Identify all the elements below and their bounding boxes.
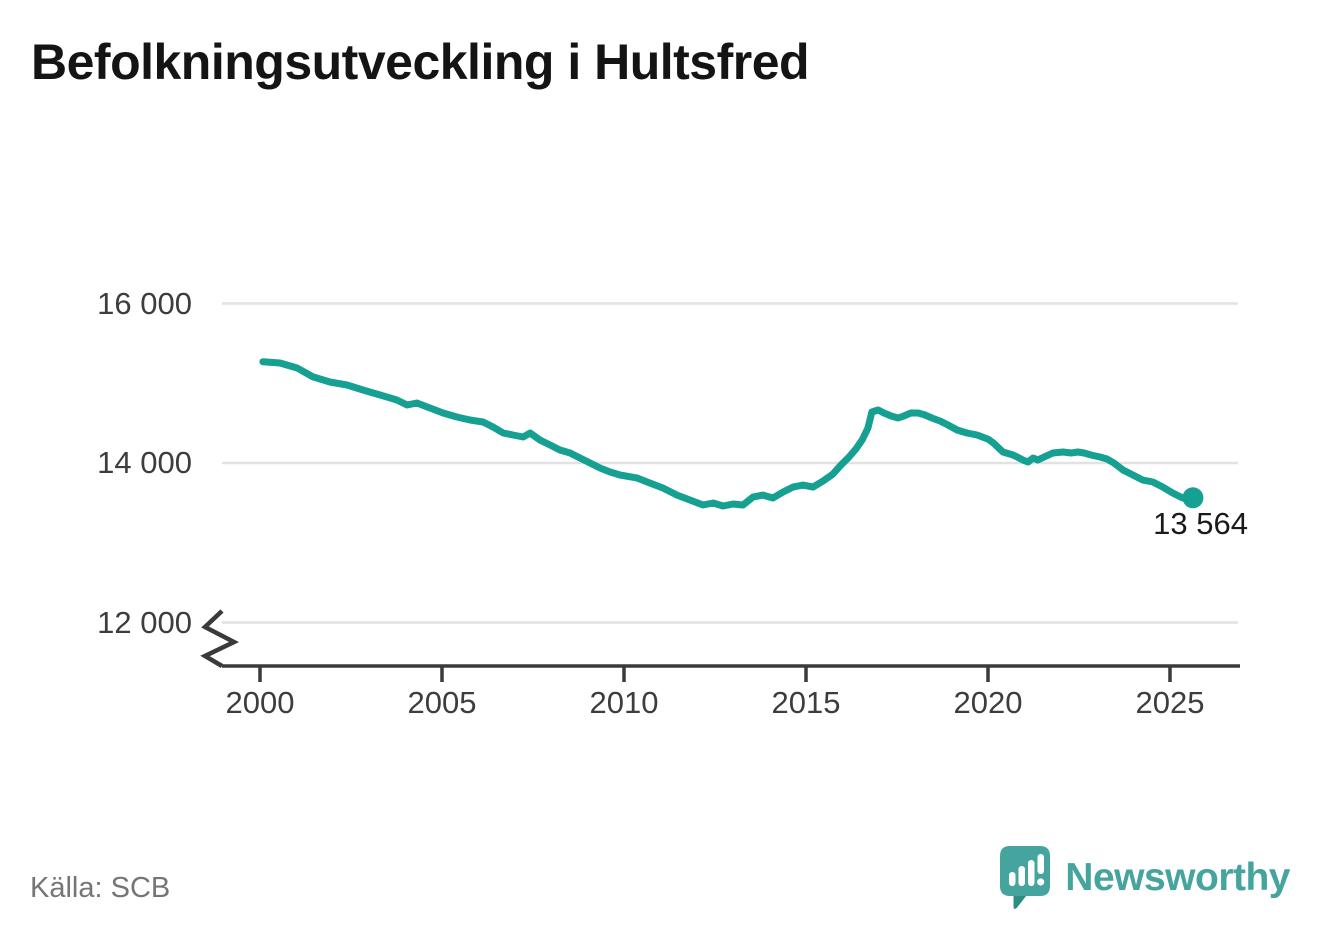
source-note: Källa: SCB (30, 872, 171, 904)
x-axis-tick-label: 2000 (225, 685, 295, 720)
y-axis-tick-label: 16 000 (97, 285, 192, 321)
brand-wordmark: Newsworthy (1065, 856, 1290, 899)
series-end-dot (1182, 487, 1204, 509)
chart-title: Befolkningsutveckling i Hultsfred (31, 34, 810, 90)
x-axis-tick-label: 2025 (1135, 685, 1205, 720)
x-axis-tick-label: 2015 (771, 685, 841, 720)
y-axis-tick-label: 14 000 (97, 445, 192, 480)
y-axis-tick-label: 12 000 (97, 604, 192, 640)
x-axis-tick-label: 2005 (407, 685, 477, 720)
last-value-label: 13 564 (1153, 506, 1248, 541)
x-axis-tick-label: 2010 (589, 685, 659, 720)
axis-break-zigzag (200, 609, 240, 668)
x-axis-tick-label: 2020 (953, 685, 1023, 720)
newsworthy-logo-icon (1000, 846, 1051, 909)
population-series-line (259, 358, 1197, 510)
brand-footer: Newsworthy (999, 845, 1290, 911)
